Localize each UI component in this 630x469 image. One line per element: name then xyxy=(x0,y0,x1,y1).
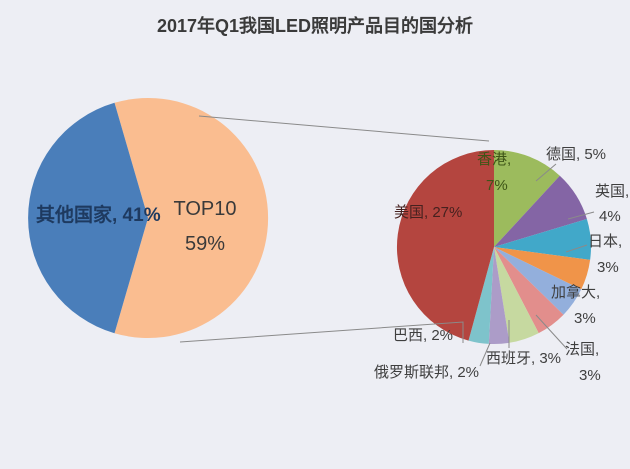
connector-top-line xyxy=(198,115,490,142)
label-spain: 西班牙, 3% xyxy=(486,350,562,367)
pie-slice-germany xyxy=(494,175,587,247)
leader-russia-line xyxy=(479,342,491,367)
leader-japan-line xyxy=(565,244,588,253)
pie-slice-uk xyxy=(494,219,591,260)
pie-slice-top10 xyxy=(114,98,269,338)
leader-france-line xyxy=(535,314,568,350)
label-uk-value: 4% xyxy=(599,208,621,225)
leader-germany-line xyxy=(535,163,557,182)
label-top10-value: 59% xyxy=(184,233,226,255)
label-brazil: 巴西, 2% xyxy=(393,327,454,344)
label-germany: 德国, 5% xyxy=(546,146,607,163)
pie-slice-spain xyxy=(494,247,539,343)
leader-uk-line xyxy=(567,211,595,220)
pie-slice-usa xyxy=(396,150,494,341)
pie-slice-russia xyxy=(488,247,510,345)
label-uk-name: 英国, xyxy=(595,183,630,200)
pie-slice-brazil xyxy=(468,247,494,344)
label-top10-name: TOP10 xyxy=(173,198,237,220)
pie-slice-canada xyxy=(494,247,582,315)
label-hong-kong-name: 香港, xyxy=(477,151,512,168)
chart-title: 2017年Q1我国LED照明产品目的国分析 xyxy=(156,16,474,36)
label-canada-value: 3% xyxy=(574,310,596,327)
label-hong-kong-value: 7% xyxy=(486,177,508,194)
label-other-countries: 其他国家, 41% xyxy=(36,205,161,226)
label-japan-value: 3% xyxy=(597,259,619,276)
pie-slice-other-countries xyxy=(28,102,149,334)
label-usa: 美国, 27% xyxy=(394,204,463,221)
label-russia: 俄罗斯联邦, 2% xyxy=(374,364,480,381)
label-france-value: 3% xyxy=(579,367,601,384)
label-japan-name: 日本, xyxy=(588,233,623,250)
pie-slice-france xyxy=(494,247,564,334)
connector-bottom-line xyxy=(179,321,464,343)
label-france-name: 法国, xyxy=(565,341,600,358)
label-canada-name: 加拿大, xyxy=(551,284,601,301)
pie-slice-japan xyxy=(494,247,591,290)
